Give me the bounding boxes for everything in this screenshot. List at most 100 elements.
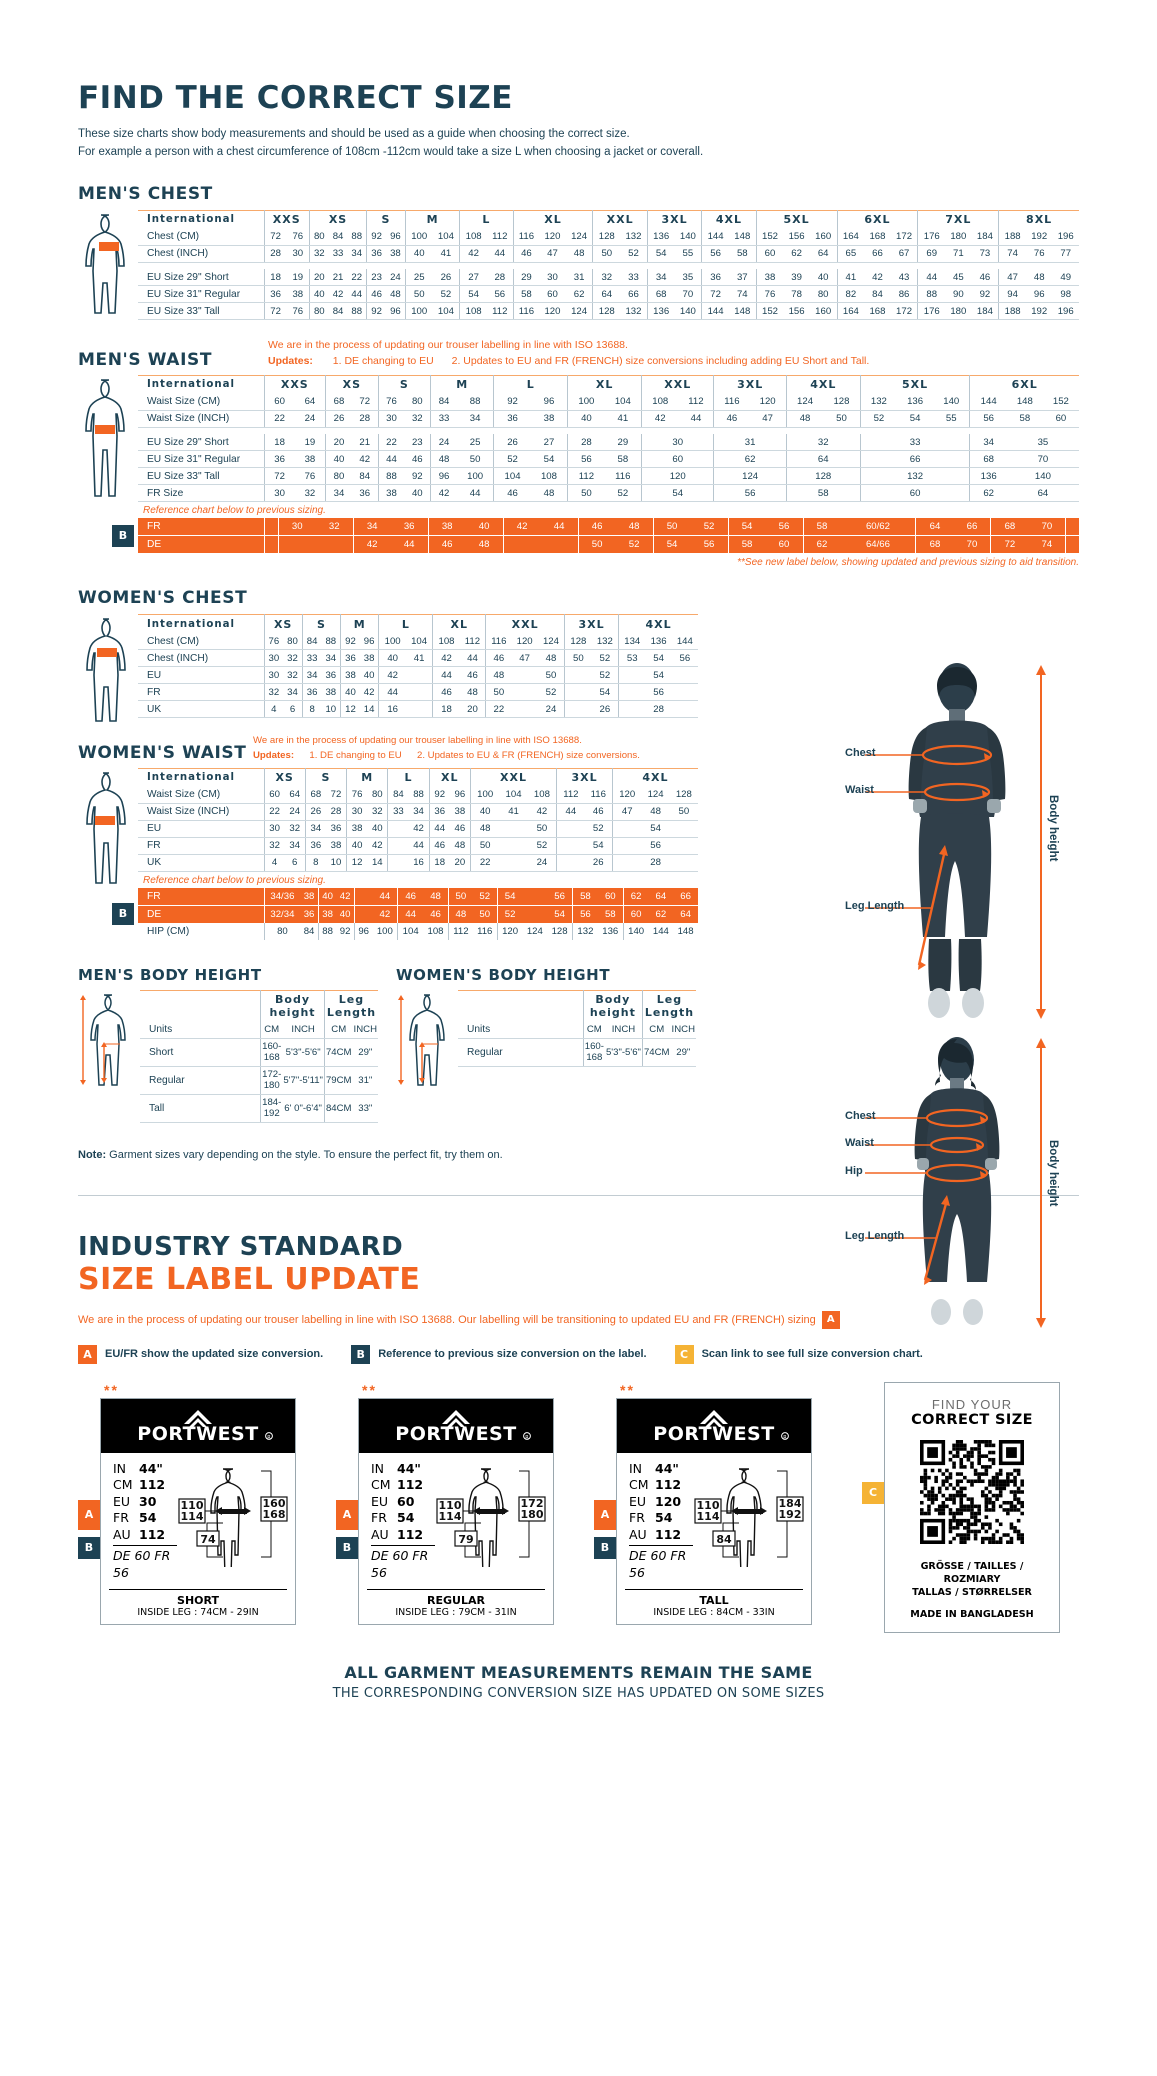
table-cell: 47 [749,410,787,428]
size-l: L [378,614,433,634]
table-cell: 40 [404,245,433,263]
table-cell: 24 [294,410,326,428]
womens-waist-title: WOMEN'S WAIST [78,742,247,763]
female-hip-annotation: Hip [845,1165,863,1177]
table-cell: 34 [347,245,367,263]
table-cell: 54 [591,683,619,702]
table-cell: 34 [969,434,1007,452]
label-size-rows: IN 44" CM 112 EU 30 FR 54 AU 112 DE 60 FR 56 [113,1461,177,1582]
table-cell: 38 [359,649,379,668]
industry-title-line2: SIZE LABEL UPDATE [78,1261,421,1297]
table-cell: 148 [728,302,757,321]
table-cell: 52 [604,484,642,503]
label-size-value: 112 [139,1477,166,1493]
label-size-row: EU 60 [371,1494,435,1511]
table-cell: 124 [713,467,787,486]
table-cell: 22 [377,434,405,452]
table-cell: 40 [567,410,605,428]
table-cell: 68 [304,786,326,804]
table-cell: 84 [387,786,409,804]
table-cell: 79CM [323,1066,353,1095]
table-cell: 12 [346,854,368,872]
table-cell: 28 [263,245,287,263]
table-cell: 36 [493,410,531,428]
table-cell: 112 [567,467,605,486]
table-cell: 62 [969,484,1007,503]
table-cell: 64 [809,245,838,263]
qr-code-holder[interactable] [893,1439,1051,1549]
table-cell: 70 [953,535,991,554]
column-header: CM [641,1021,671,1039]
table-cell: 80 [367,786,388,804]
table-cell: 22 [263,410,295,428]
table-cell: 44 [408,837,430,855]
table-cell: 108 [459,228,487,246]
table-cell: 18 [428,854,450,872]
svg-text:114: 114 [697,1510,720,1523]
table-cell: 98 [1052,285,1079,304]
qr-made-in: MADE IN BANGLADESH [910,1608,1034,1620]
table-cell: 48 [485,666,512,685]
table-cell: 47 [539,245,566,263]
table-cell: 41 [836,269,865,287]
table-cell: 58 [802,518,841,536]
table-cell: 88 [917,285,946,304]
col-international: International [147,772,235,784]
table-cell: 160-168 [260,1038,283,1067]
table-cell: 30 [346,803,368,821]
table-cell: 60 [597,887,624,906]
table-cell: 20 [449,854,471,872]
table-cell: 76 [286,302,310,321]
mens-waist-table: International XXS XS S M L XL XXL 3XL 4X… [138,375,1079,503]
brand-strip: PORTWEST R [359,1398,553,1453]
male-figure-chest [78,210,138,321]
label-size-value: 54 [139,1510,157,1526]
table-cell: 34 [321,649,341,668]
table-cell: 34 [352,518,391,536]
table-cell: 100 [469,786,500,804]
table-cell: 44 [678,410,714,428]
table-cell [540,535,579,554]
label-diagram: 110 114 184 192 84 [693,1461,805,1582]
row-label: EU Size 29" Short [138,434,264,452]
table-cell: 144 [671,633,698,651]
mens-waist-section: MEN'S WAIST We are in the process of upd… [78,338,1079,568]
table-cell: 53 [618,649,646,668]
row-label: UK [138,700,264,719]
size-xl: XL [428,768,471,787]
size-xs: XS [308,210,367,229]
male-leg-annotation: Leg Length [845,900,905,912]
label-previous-sizing: DE 60 FR 56 [371,1545,435,1581]
table-row: EU Size 33" Tall 72 76 80 84 88 92 96 100 104 108 1… [138,467,1079,486]
svg-text:84: 84 [716,1533,732,1546]
size-label-card: PORTWEST R IN 44" CM 112 EU 120 FR 54 AU 112 DE 60 F… [616,1397,812,1626]
table-cell: 52 [537,683,565,702]
table-cell: 40 [809,269,838,287]
table-row: Regular 160-168 5'3"-5'6" 74CM 29" [458,1038,696,1067]
row-label: UK [138,854,264,872]
table-cell: 112 [447,922,473,940]
table-cell: 33 [430,410,457,428]
table-cell: 32 [785,434,861,452]
label-inside-leg: INSIDE LEG : 84CM - 33IN [653,1607,775,1619]
table-cell: 32 [263,837,285,855]
table-cell: 76 [286,228,310,246]
table-cell: 100 [404,228,433,246]
table-cell: 80 [283,633,303,651]
table-cell: 24 [430,434,457,452]
label-size-value: 44" [655,1460,679,1476]
table-cell [263,535,272,554]
table-cell: 38 [377,484,405,503]
table-row: Waist Size (CM) 60 64 68 72 76 80 84 88 92 96 100 10… [138,786,698,804]
table-cell: 56 [969,410,1007,428]
table-cell: 64 [592,285,621,304]
size-xs: XS [263,614,303,634]
table-cell: 56 [690,535,729,554]
table-cell: 52 [496,904,523,923]
table-cell: 16 [408,854,430,872]
table-cell: 5'7"-5'11" [282,1066,325,1095]
qr-find-your: FIND YOUR [931,1396,1013,1412]
size-m: M [404,210,460,229]
table-cell: 66 [864,245,891,263]
table-cell: 54 [646,245,675,263]
